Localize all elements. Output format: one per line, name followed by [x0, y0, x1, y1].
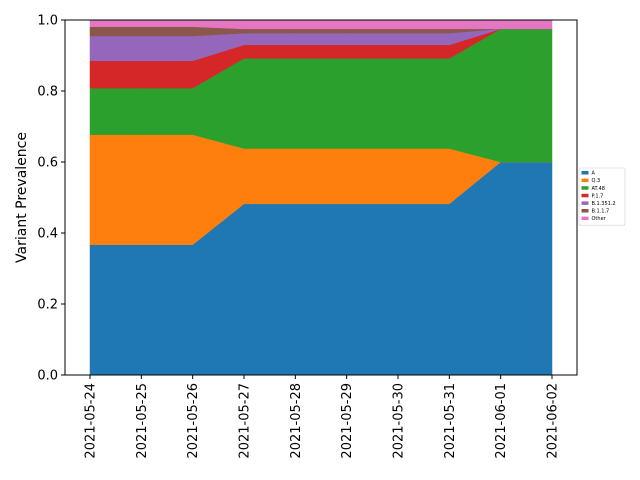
y-axis-label: Variant Prevalence [14, 132, 30, 263]
y-tick-label: 0.2 [37, 298, 58, 313]
plot-frame [64, 19, 578, 376]
x-tick-label: 2021-05-31 [443, 383, 458, 459]
legend-label: B.1.351.2 [592, 201, 616, 207]
y-tick-label: 0.8 [37, 85, 58, 100]
x-tick-label: 2021-05-30 [392, 383, 407, 459]
stacked-areas [89, 19, 553, 376]
x-tick-label: 2021-06-02 [546, 383, 561, 459]
legend-swatch [581, 193, 589, 198]
legend-label: P.1.7 [592, 193, 604, 199]
x-tick-label: 2021-05-26 [186, 383, 201, 459]
y-tick-label: 0.4 [37, 227, 58, 242]
legend-box [578, 167, 626, 226]
x-tick-label: 2021-05-25 [135, 383, 150, 459]
y-tick-label: 0.0 [37, 369, 58, 384]
legend-label: A [592, 171, 596, 177]
legend-label: Q.3 [592, 178, 601, 184]
legend-swatch [581, 178, 589, 183]
legend-label: B.1.1.7 [592, 209, 610, 215]
x-tick-label: 2021-05-27 [238, 383, 253, 459]
legend-label: Other [592, 216, 607, 222]
x-tick-label: 2021-05-29 [340, 383, 355, 459]
x-tick-label: 2021-06-01 [494, 383, 509, 459]
axes: 0.0 0.2 0.4 0.6 0.8 1.0 2021-05-24 2021-05-25 20… [37, 14, 578, 459]
legend-swatch [581, 186, 589, 190]
legend-swatch [581, 216, 589, 221]
legend-swatch [581, 171, 589, 175]
legend-swatch [581, 209, 589, 213]
x-tick-label: 2021-05-28 [289, 383, 304, 459]
legend-label: AT.48 [592, 186, 605, 192]
x-tick-label: 2021-05-24 [84, 383, 99, 459]
legend-swatch [581, 201, 589, 205]
y-tick-label: 1.0 [37, 14, 58, 29]
y-tick-label: 0.6 [37, 156, 58, 171]
